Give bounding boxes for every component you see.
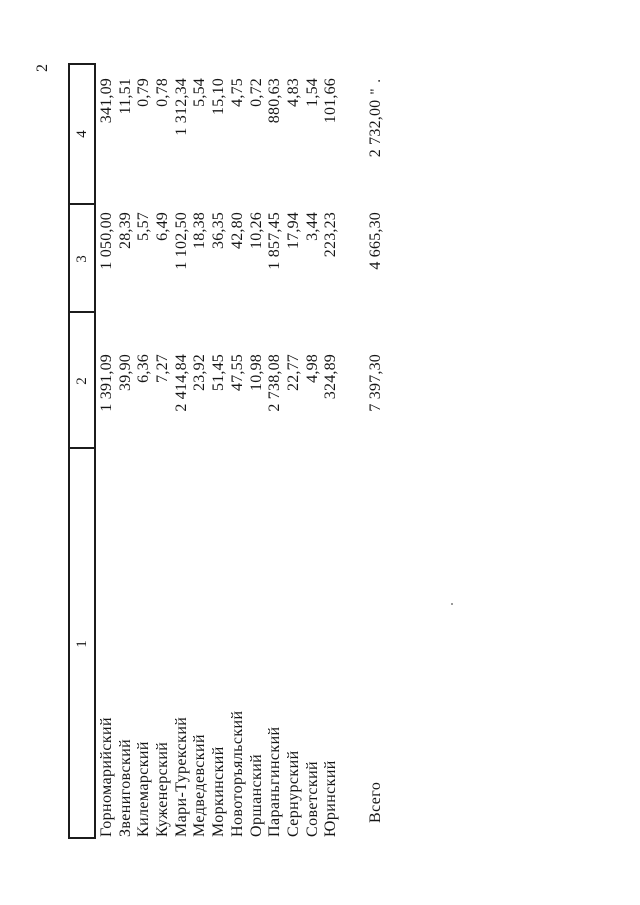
col3-value-cell: 28,39 [116,212,134,249]
table-row: Советский 4,98 3,44 1,54 [304,63,323,839]
col3-value-cell: 17,94 [284,212,302,249]
col2-value-cell: 324,89 [322,354,340,400]
col2-value-cell: 2 738,08 [266,354,284,412]
table-row: Медведевский 23,92 18,38 5,54 [191,63,210,839]
col3-value-cell: 10,26 [247,212,265,249]
total-row: Всего 7 397,30 4 665,30 2 732,00 " . [367,63,386,839]
col2-value-cell: 51,45 [210,354,228,391]
col2-value-cell: 39,90 [116,354,134,391]
col4-value-cell: 0,78 [154,78,172,107]
col2-value-cell: 23,92 [191,354,209,391]
col4-value-cell: 4,83 [284,78,302,107]
col3-value-cell: 6,49 [154,212,172,241]
district-name-cell: Оршанский [247,753,265,837]
district-name-cell: Горномарийский [98,717,115,837]
col4-value-cell: 101,66 [322,78,340,124]
col3-value-cell: 1 857,45 [266,212,284,270]
col3-value-cell: 1 050,00 [98,212,115,270]
col4-value-cell: 5,54 [191,78,209,107]
col2-value-cell: 1 391,09 [98,354,115,412]
col4-value-cell: 15,10 [210,78,228,115]
table-row: Мари-Турекский 2 414,84 1 102,50 1 312,3… [173,63,192,839]
col2-value-cell: 47,55 [228,354,246,391]
district-name-cell: Мари-Турекский [172,716,190,837]
district-name-cell: Звениговский [116,738,134,837]
col4-value-cell: 4,75 [228,78,246,107]
table-row: Моркинский 51,45 36,35 15,10 [210,63,229,839]
total-col4-number: 2 732,00 [367,99,384,158]
table-row: Новоторъяльский 47,55 42,80 4,75 [229,63,248,839]
col3-value-cell: 18,38 [191,212,209,249]
col2-value-cell: 6,36 [135,354,153,383]
col2-value-cell: 22,77 [284,354,302,391]
col3-value-cell: 42,80 [228,212,246,249]
table-row: Килемарский 6,36 5,57 0,79 [135,63,154,839]
table-row: Оршанский 10,98 10,26 0,72 [248,63,267,839]
table-row: Куженерский 7,27 6,49 0,78 [154,63,173,839]
district-name-cell: Моркинский [210,746,228,837]
col3-value-cell: 1 102,50 [172,212,190,270]
col4-value-cell: 1 312,34 [172,78,190,136]
district-name-cell: Килемарский [135,741,153,837]
total-col2-value: 7 397,30 [367,354,384,412]
table-row: Параньгинский 2 738,08 1 857,45 880,63 [266,63,285,839]
col4-value-cell: 341,09 [98,78,115,124]
rotated-table-content: 2 1 2 3 4 Горномарийский 1 391,09 1 050,… [30,55,420,875]
district-name-cell: Юринский [322,760,340,837]
district-name-cell: Медведевский [191,734,209,837]
total-col4-value: 2 732,00 " . [367,63,386,205]
table-header-bottom-rule [94,63,96,839]
column-header-1: 1 [74,640,90,648]
col2-value-cell: 2 414,84 [172,354,190,412]
column-header-2: 2 [74,377,90,385]
col4-value-cell: 11,51 [116,78,134,115]
table-row: Звениговский 39,90 28,39 11,51 [117,63,136,839]
col2-value-cell: 7,27 [154,354,172,383]
col4-value-cell: 880,63 [266,78,284,124]
district-name-cell: Советский [303,760,321,837]
page-number: 2 [34,64,51,72]
col2-value-cell: 10,98 [247,354,265,391]
total-row-label: Всего [367,781,384,823]
col4-value-cell: 0,72 [247,78,265,107]
col3-value-cell: 3,44 [303,212,321,241]
col4-value-cell: 1,54 [303,78,321,107]
column-header-3: 3 [74,255,90,263]
district-name-cell: Новоторъяльский [228,710,246,837]
district-name-cell: Куженерский [154,741,172,837]
scan-noise-speck [451,603,453,605]
col4-value-cell: 0,79 [135,78,153,107]
ditto-mark: " . [368,78,384,95]
table-row: Сернурский 22,77 17,94 4,83 [285,63,304,839]
table-row: Юринский 324,89 223,23 101,66 [322,63,341,839]
col2-value-cell: 4,98 [303,354,321,383]
col3-value-cell: 5,57 [135,212,153,241]
column-header-4: 4 [74,130,90,138]
district-name-cell: Параньгинский [266,726,284,837]
table-body: Горномарийский 1 391,09 1 050,00 341,09 … [98,63,341,839]
table-header-top-rule [68,63,70,839]
col3-value-cell: 223,23 [322,212,340,258]
district-name-cell: Сернурский [284,750,302,837]
table-row: Горномарийский 1 391,09 1 050,00 341,09 [98,63,117,839]
total-col3-value: 4 665,30 [367,212,384,270]
col3-value-cell: 36,35 [210,212,228,249]
